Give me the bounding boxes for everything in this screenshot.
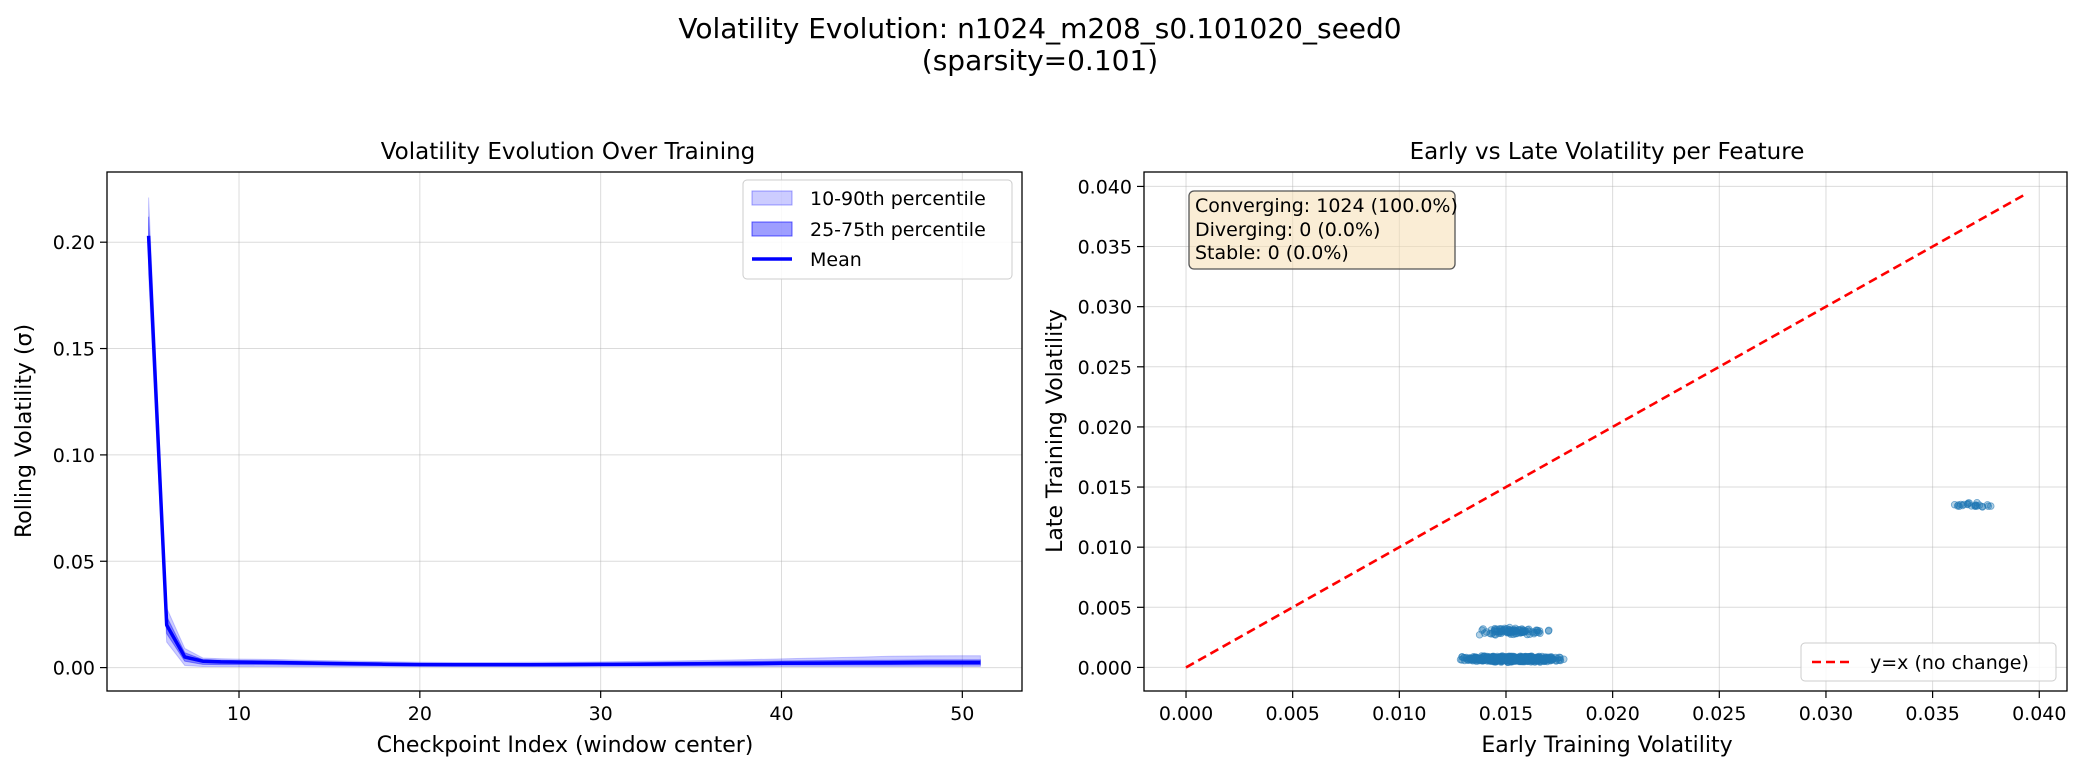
left-ytick-label: 0.15 bbox=[53, 339, 95, 361]
scatter-point bbox=[1521, 654, 1529, 662]
left-xlabel: Checkpoint Index (window center) bbox=[377, 733, 754, 758]
left-ytick-label: 0.10 bbox=[53, 445, 95, 467]
scatter-point bbox=[1971, 501, 1980, 509]
right-scatter-points bbox=[1456, 499, 1995, 667]
band-10-90-percentile bbox=[148, 197, 981, 667]
scatter-point bbox=[1511, 655, 1520, 664]
left-ylabel: Rolling Volatility (σ) bbox=[12, 324, 37, 538]
legend-label-yx: y=x (no change) bbox=[1870, 652, 2029, 674]
scatter-point bbox=[1478, 626, 1486, 634]
right-xtick-label: 0.010 bbox=[1372, 703, 1426, 725]
left-legend: 10-90th percentile 25-75th percentile Me… bbox=[742, 179, 1013, 280]
scatter-point bbox=[1544, 654, 1552, 662]
right-xtick-label: 0.025 bbox=[1692, 703, 1746, 725]
left-xtick-label: 30 bbox=[589, 703, 613, 725]
scatter-point bbox=[1468, 655, 1477, 663]
right-xtick-label: 0.035 bbox=[1905, 703, 1959, 725]
scatter-point bbox=[1488, 655, 1496, 664]
stats-annotation: Converging: 1024 (100.0%) Diverging: 0 (… bbox=[1188, 190, 1458, 270]
left-chart: Volatility Evolution Over Training 10 20 3… bbox=[12, 139, 1023, 758]
right-xtick-label: 0.005 bbox=[1265, 703, 1319, 725]
right-chart-title: Early vs Late Volatility per Feature bbox=[1410, 139, 1805, 165]
scatter-point bbox=[1483, 657, 1491, 665]
right-xtick-label: 0.015 bbox=[1479, 703, 1533, 725]
scatter-point bbox=[1544, 627, 1553, 635]
right-ytick-label: 0.030 bbox=[1078, 297, 1132, 319]
right-ytick-label: 0.035 bbox=[1078, 237, 1132, 259]
scatter-point bbox=[1965, 499, 1973, 507]
scatter-point bbox=[1519, 626, 1527, 634]
right-reference-line-group bbox=[1185, 193, 2025, 669]
scatter-point bbox=[1527, 652, 1536, 660]
scatter-point bbox=[1528, 654, 1536, 663]
scatter-point bbox=[1556, 653, 1564, 662]
left-xtick-label: 20 bbox=[408, 703, 432, 725]
stats-stable: Stable: 0 (0.0%) bbox=[1195, 242, 1349, 264]
scatter-point bbox=[1490, 627, 1499, 635]
stats-diverging: Diverging: 0 (0.0%) bbox=[1195, 219, 1380, 241]
right-ytick-label: 0.040 bbox=[1078, 176, 1132, 198]
right-ytick-label: 0.010 bbox=[1078, 537, 1132, 559]
left-ytick-label: 0.00 bbox=[53, 658, 95, 680]
scatter-point bbox=[1493, 652, 1501, 661]
legend-swatch-25-75 bbox=[751, 221, 793, 237]
scatter-point bbox=[1987, 502, 1995, 510]
scatter-point bbox=[1497, 625, 1505, 633]
right-legend-box bbox=[1800, 642, 2057, 682]
scatter-point bbox=[1984, 502, 1992, 510]
left-ytick-label: 0.20 bbox=[53, 232, 95, 254]
legend-label-10-90: 10-90th percentile bbox=[810, 188, 986, 210]
right-ytick-label: 0.000 bbox=[1078, 657, 1132, 679]
right-grid bbox=[1144, 172, 2067, 691]
right-ticks: 0.000 0.005 0.010 0.015 0.020 0.025 0.030 0.035… bbox=[1078, 176, 2067, 725]
reference-line-yx bbox=[1185, 193, 2025, 669]
scatter-point bbox=[1507, 630, 1515, 638]
left-chart-title: Volatility Evolution Over Training bbox=[381, 139, 756, 165]
right-xtick-label: 0.020 bbox=[1585, 703, 1639, 725]
legend-swatch-10-90 bbox=[751, 190, 793, 206]
left-ticks: 10 20 30 40 50 0.00 0.05 0.10 0.15 0.20 bbox=[53, 232, 975, 725]
scatter-point bbox=[1953, 502, 1962, 510]
legend-label-mean: Mean bbox=[810, 249, 862, 271]
right-ylabel: Late Training Volatility bbox=[1043, 309, 1068, 553]
scatter-point bbox=[1458, 653, 1466, 661]
stats-annotation-box bbox=[1188, 190, 1456, 270]
left-xtick-label: 50 bbox=[950, 703, 974, 725]
right-legend: y=x (no change) bbox=[1800, 642, 2057, 682]
band-25-75-percentile bbox=[148, 216, 981, 667]
scatter-point bbox=[1519, 628, 1527, 637]
stats-converging: Converging: 1024 (100.0%) bbox=[1195, 195, 1458, 217]
right-xtick-label: 0.030 bbox=[1799, 703, 1853, 725]
scatter-point bbox=[1533, 626, 1542, 635]
figure-title-line1: Volatility Evolution: n1024_m208_s0.1010… bbox=[678, 12, 1401, 45]
left-mean-line-group bbox=[146, 235, 981, 667]
right-ytick-label: 0.020 bbox=[1078, 417, 1132, 439]
right-ytick-label: 0.005 bbox=[1078, 597, 1132, 619]
right-ytick-label: 0.025 bbox=[1078, 357, 1132, 379]
figure-title-line2: (sparsity=0.101) bbox=[922, 44, 1158, 77]
right-xtick-label: 0.040 bbox=[2012, 703, 2066, 725]
right-chart: Early vs Late Volatility per Feature 0.0… bbox=[1043, 139, 2068, 758]
left-ytick-label: 0.05 bbox=[53, 551, 95, 573]
scatter-point bbox=[1556, 656, 1564, 664]
scatter-point bbox=[1503, 628, 1511, 636]
left-legend-box bbox=[742, 179, 1013, 280]
right-axes-frame bbox=[1143, 171, 2068, 692]
scatter-point bbox=[1505, 654, 1513, 662]
legend-label-25-75: 25-75th percentile bbox=[810, 219, 986, 241]
left-xtick-label: 10 bbox=[227, 703, 251, 725]
left-xtick-label: 40 bbox=[769, 703, 793, 725]
right-ytick-label: 0.015 bbox=[1078, 477, 1132, 499]
left-axes-frame bbox=[106, 171, 1023, 692]
right-xlabel: Early Training Volatility bbox=[1481, 733, 1732, 758]
scatter-point bbox=[1540, 657, 1549, 665]
right-xtick-label: 0.000 bbox=[1159, 703, 1213, 725]
mean-line bbox=[146, 235, 981, 667]
